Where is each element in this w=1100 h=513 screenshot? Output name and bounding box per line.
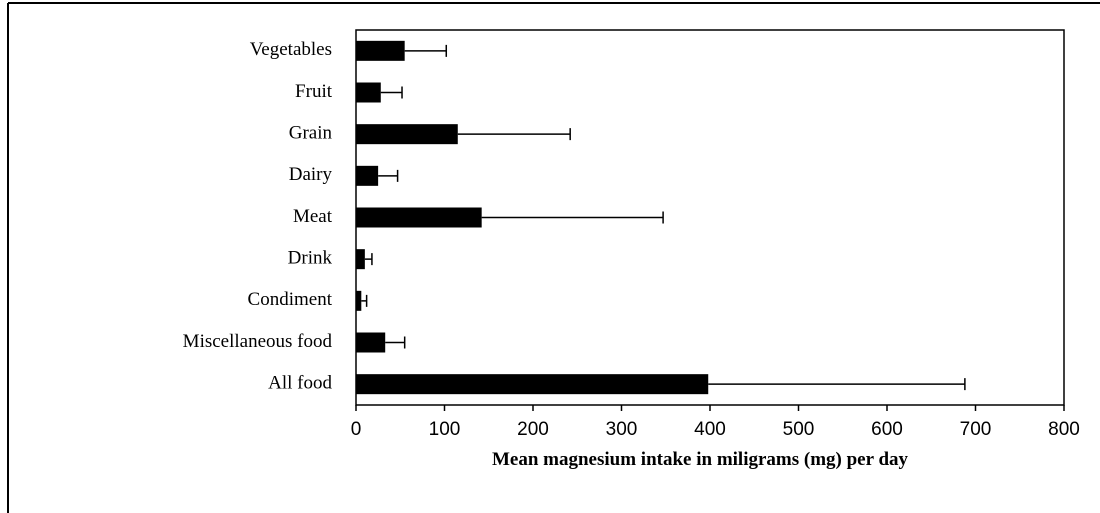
x-tick-label: 600: [871, 419, 903, 440]
error-bar: [364, 253, 373, 266]
category-label: All food: [268, 373, 332, 394]
x-tick-label: 100: [429, 419, 461, 440]
category-label: Drink: [288, 248, 333, 269]
error-bar: [404, 44, 448, 57]
x-tick-label: 200: [517, 419, 549, 440]
category-label: Meat: [293, 206, 333, 227]
category-label: Grain: [289, 123, 333, 144]
bar: [356, 165, 379, 186]
error-bar: [708, 378, 966, 391]
category-label: Dairy: [289, 164, 333, 185]
x-tick-label: 0: [351, 419, 362, 440]
bar: [356, 124, 458, 145]
x-tick-label: 700: [960, 419, 992, 440]
error-bar: [385, 336, 406, 349]
error-bar: [457, 128, 571, 141]
x-tick-label: 500: [783, 419, 815, 440]
bar: [356, 40, 405, 61]
x-axis-label: Mean magnesium intake in miligrams (mg) …: [492, 449, 909, 470]
bar: [356, 374, 709, 395]
error-bar: [481, 211, 664, 224]
bar: [356, 290, 362, 311]
error-bar: [378, 169, 399, 182]
category-label: Vegetables: [250, 39, 332, 60]
x-tick-label: 800: [1048, 419, 1080, 440]
bar: [356, 332, 386, 353]
bar: [356, 207, 482, 228]
bar: [356, 249, 365, 270]
category-label: Condiment: [248, 289, 333, 310]
category-label: Fruit: [295, 81, 333, 102]
x-tick-label: 400: [694, 419, 726, 440]
bar: [356, 82, 381, 103]
error-bar: [361, 294, 368, 307]
x-tick-label: 300: [606, 419, 638, 440]
error-bar: [380, 86, 403, 99]
category-label: Miscellaneous food: [183, 331, 333, 352]
